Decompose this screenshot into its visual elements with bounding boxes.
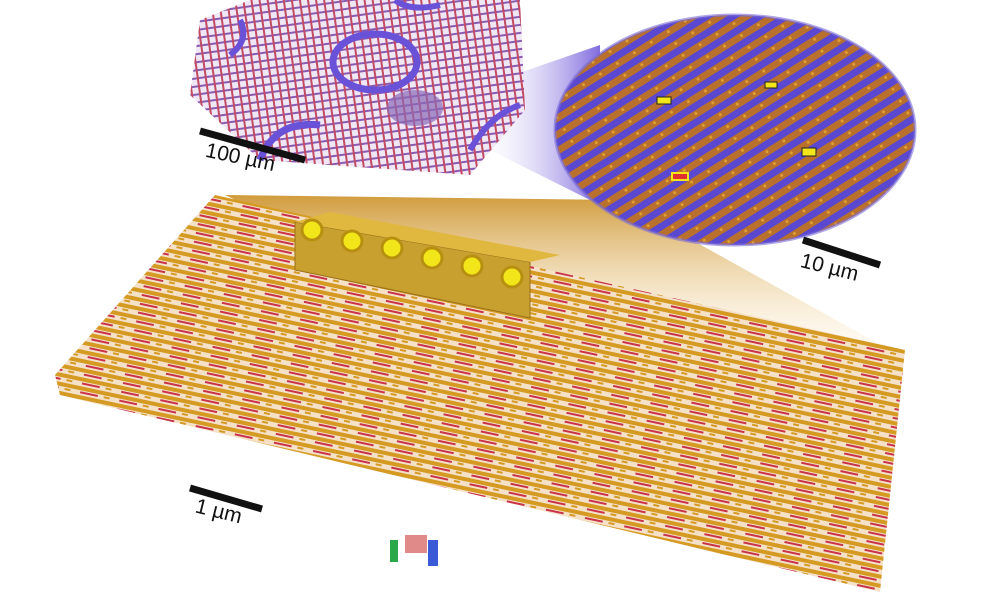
via-block — [294, 212, 560, 319]
mesh-sample-overview — [190, 0, 525, 175]
chip-wire-volume — [55, 195, 905, 592]
scale-bar-100um — [199, 127, 306, 164]
axis-glyph — [390, 535, 438, 566]
scale-bar-1um — [189, 484, 263, 513]
scale-bar-10um — [801, 236, 882, 269]
circular-zoom-inset — [553, 13, 917, 247]
